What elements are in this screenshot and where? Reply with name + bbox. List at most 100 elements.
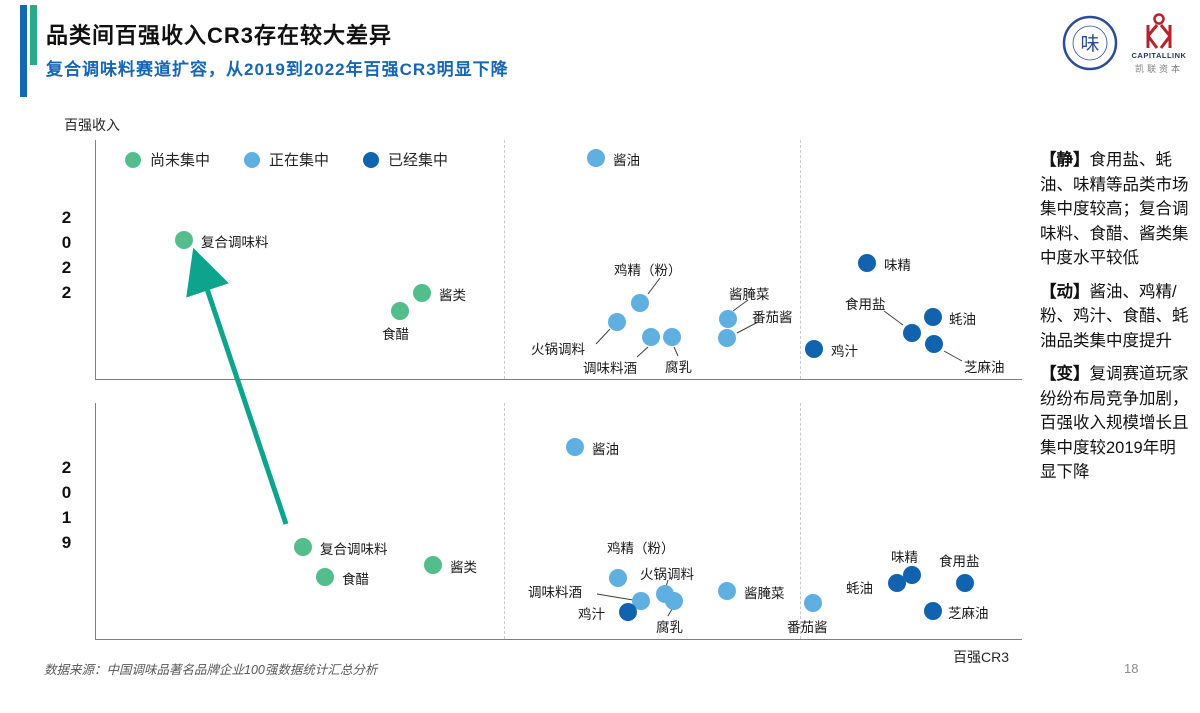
panel-year-label: 2019 [57, 458, 76, 558]
leader-line [636, 346, 649, 358]
leader-line [596, 593, 634, 601]
scatter-dot [903, 324, 921, 342]
scatter-dot [888, 574, 906, 592]
legend-dot-light-blue [244, 151, 261, 168]
scatter-label: 复合调味料 [201, 235, 269, 250]
scatter-label: 调味料酒 [583, 361, 637, 376]
legend-item-concentrating: 正在集中 [244, 149, 329, 170]
scatter-dot [924, 602, 942, 620]
scatter-dot [718, 329, 736, 347]
scatter-label: 酱油 [613, 153, 640, 168]
commentary-paragraph: 【静】食用盐、蚝油、味精等品类市场集中度较高；复合调味料、食醋、酱类集中度水平较… [1040, 148, 1192, 271]
scatter-label: 酱油 [592, 442, 619, 457]
scatter-label: 鸡精（粉） [607, 541, 675, 556]
y-axis-line [95, 403, 96, 639]
dashed-gridline [800, 403, 801, 639]
scatter-dot [804, 594, 822, 612]
scatter-label: 火锅调料 [531, 342, 585, 357]
title-accent-bar-teal [30, 5, 37, 65]
commentary-tag: 【动】 [1040, 282, 1090, 301]
commentary-text: 食用盐、蚝油、味精等品类市场集中度较高；复合调味料、食醋、酱类集中度水平较低 [1040, 151, 1189, 267]
scatter-label: 味精 [891, 550, 918, 565]
panel-year-label: 2022 [57, 208, 76, 308]
scatter-label: 酱类 [439, 288, 466, 303]
scatter-dot [718, 582, 736, 600]
capitallink-logo: CAPITALLINK 凯联资本 [1126, 12, 1192, 75]
legend-dot-dark-blue [363, 151, 380, 168]
scatter-label: 酱腌菜 [744, 586, 785, 601]
scatter-label: 食用盐 [939, 554, 980, 569]
scatter-dot [608, 313, 626, 331]
scatter-label: 复合调味料 [320, 542, 388, 557]
dashed-gridline [800, 140, 801, 379]
commentary-text: 复调赛道玩家纷纷布局竞争加剧，百强收入规模增长且集中度较2019年明显下降 [1040, 365, 1189, 481]
scatter-dot [903, 566, 921, 584]
commentary-panel: 【静】食用盐、蚝油、味精等品类市场集中度较高；复合调味料、食醋、酱类集中度水平较… [1040, 148, 1192, 494]
legend-item-concentrated: 已经集中 [363, 149, 448, 170]
association-seal-logo: 味 [1062, 15, 1118, 71]
scatter-dot [587, 149, 605, 167]
scatter-dot [391, 302, 409, 320]
data-source-note: 数据来源：中国调味品著名品牌企业100强数据统计汇总分析 [44, 663, 378, 677]
scatter-label: 芝麻油 [964, 360, 1005, 375]
capitallink-name-en: CAPITALLINK [1131, 51, 1187, 60]
scatter-dot [566, 438, 584, 456]
scatter-dot [924, 308, 942, 326]
x-axis-line [95, 379, 1022, 380]
scatter-dot [956, 574, 974, 592]
dashed-gridline [504, 140, 505, 379]
legend: 尚未集中 正在集中 已经集中 [125, 149, 448, 170]
svg-text:味: 味 [1080, 33, 1099, 55]
page-title: 品类间百强收入CR3存在较大差异 [46, 23, 393, 48]
scatter-dot [294, 538, 312, 556]
leader-line [595, 328, 611, 345]
scatter-dot [609, 569, 627, 587]
page-number: 18 [1124, 661, 1139, 676]
legend-dot-green [125, 151, 141, 168]
scatter-dot [413, 284, 431, 302]
scatter-dot [925, 335, 943, 353]
legend-label: 已经集中 [388, 152, 449, 169]
scatter-dot [631, 294, 649, 312]
page-subtitle: 复合调味料赛道扩容，从2019到2022年百强CR3明显下降 [46, 60, 509, 79]
scatter-dot [805, 340, 823, 358]
scatter-label: 调味料酒 [528, 585, 582, 600]
commentary-tag: 【变】 [1040, 365, 1090, 383]
commentary-tag: 【静】 [1040, 151, 1090, 169]
scatter-dot [663, 328, 681, 346]
title-accent-bar-blue [20, 5, 27, 97]
scatter-dot [632, 592, 650, 610]
scatter-dot [858, 254, 876, 272]
legend-label: 尚未集中 [150, 152, 211, 169]
leader-line [647, 277, 661, 295]
y-axis-line [95, 140, 96, 379]
legend-label: 正在集中 [269, 152, 330, 169]
x-axis-line [95, 639, 1022, 640]
x-axis-title: 百强CR3 [953, 649, 1010, 665]
y-axis-title: 百强收入 [64, 117, 120, 133]
capitallink-name-cn: 凯联资本 [1134, 64, 1183, 74]
scatter-label: 酱类 [450, 560, 477, 575]
scatter-label: 蚝油 [846, 581, 873, 596]
scatter-dot [719, 310, 737, 328]
scatter-label: 芝麻油 [948, 606, 989, 621]
scatter-dot [619, 603, 637, 621]
scatter-label: 味精 [884, 258, 911, 273]
scatter-label: 鸡精（粉） [614, 263, 682, 278]
leader-line [883, 310, 904, 326]
scatter-label: 食醋 [382, 327, 409, 342]
legend-item-not-concentrated: 尚未集中 [125, 149, 210, 170]
capitallink-monogram-icon [1146, 13, 1172, 49]
scatter-label: 番茄酱 [787, 620, 828, 635]
leader-line [667, 608, 673, 617]
scatter-dot [642, 328, 660, 346]
trend-arrow [186, 247, 289, 525]
seal-icon: 味 [1062, 15, 1118, 71]
leader-line [673, 346, 679, 357]
commentary-paragraph: 【变】复调赛道玩家纷纷布局竞争加剧，百强收入规模增长且集中度较2019年明显下降 [1040, 362, 1192, 485]
scatter-label: 蚝油 [949, 312, 976, 327]
scatter-label: 腐乳 [665, 360, 692, 375]
scatter-label: 鸡汁 [831, 344, 858, 359]
scatter-label: 酱腌菜 [729, 287, 770, 302]
